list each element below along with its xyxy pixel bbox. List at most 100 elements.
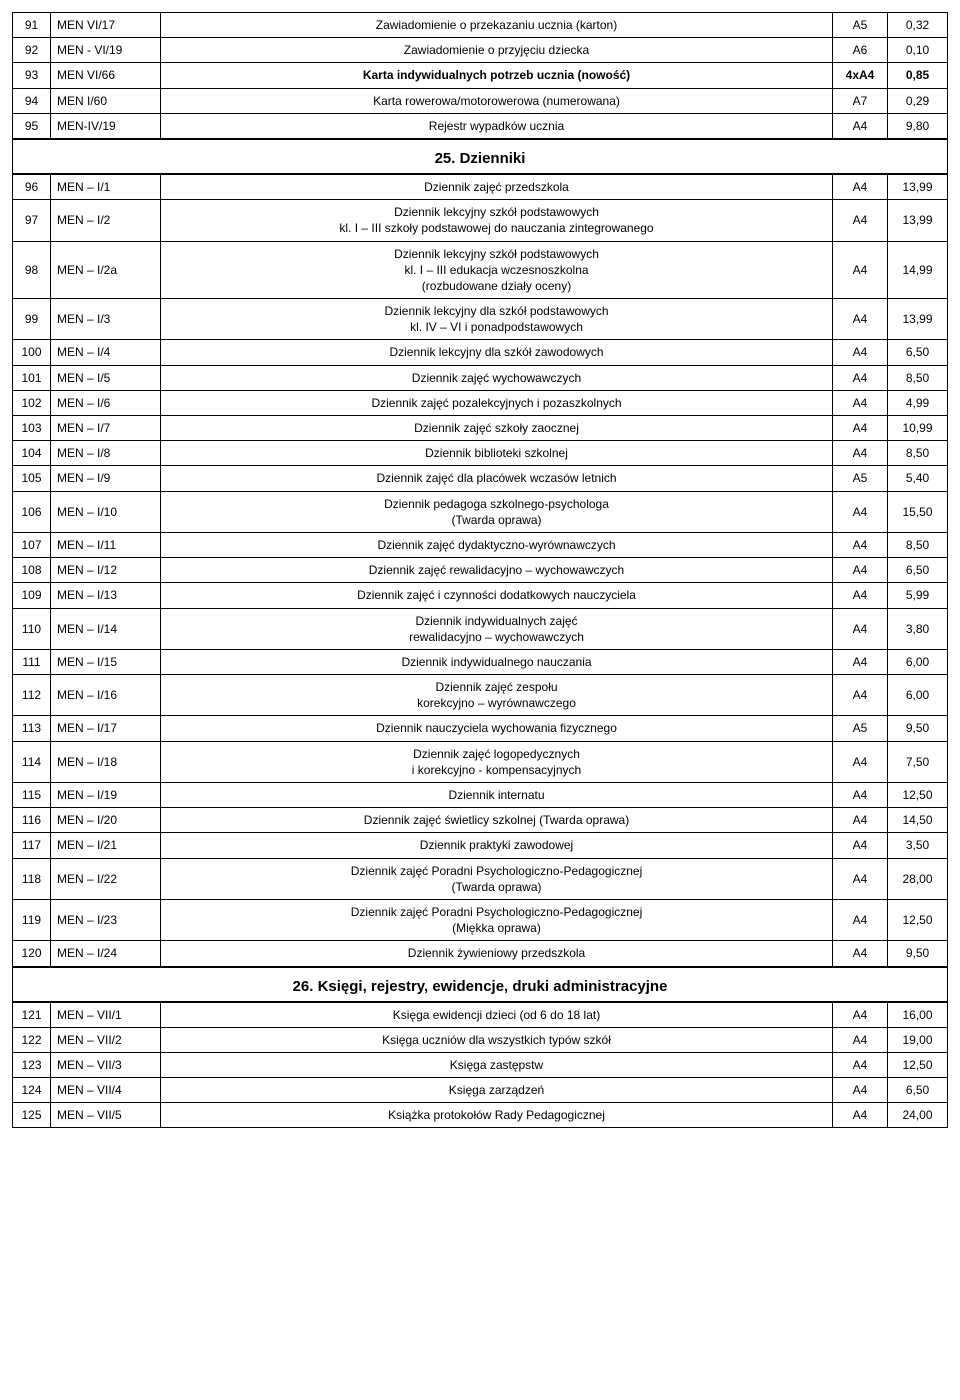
product-code: MEN – VII/4 — [51, 1078, 161, 1103]
table-row: 94MEN I/60Karta rowerowa/motorowerowa (n… — [13, 88, 948, 113]
price: 0,29 — [888, 88, 948, 113]
row-number: 100 — [13, 340, 51, 365]
product-code: MEN – I/22 — [51, 858, 161, 899]
product-code: MEN – I/3 — [51, 299, 161, 340]
price: 12,50 — [888, 783, 948, 808]
row-number: 124 — [13, 1078, 51, 1103]
table-row: 125MEN – VII/5Książka protokołów Rady Pe… — [13, 1103, 948, 1128]
product-description: Książka protokołów Rady Pedagogicznej — [161, 1103, 833, 1128]
row-number: 119 — [13, 899, 51, 940]
format: A4 — [833, 299, 888, 340]
format: 4xA4 — [833, 63, 888, 88]
product-description: Dziennik zajęć Poradni Psychologiczno-Pe… — [161, 899, 833, 940]
row-number: 121 — [13, 1002, 51, 1027]
row-number: 122 — [13, 1027, 51, 1052]
row-number: 118 — [13, 858, 51, 899]
product-description: Dziennik indywidualnych zajęćrewalidacyj… — [161, 608, 833, 649]
format: A5 — [833, 13, 888, 38]
row-number: 92 — [13, 38, 51, 63]
product-code: MEN – I/15 — [51, 649, 161, 674]
product-code: MEN – I/16 — [51, 675, 161, 716]
table-row: 116MEN – I/20Dziennik zajęć świetlicy sz… — [13, 808, 948, 833]
format: A4 — [833, 200, 888, 241]
price: 9,50 — [888, 941, 948, 966]
product-description: Karta indywidualnych potrzeb ucznia (now… — [161, 63, 833, 88]
product-description: Dziennik lekcyjny dla szkół podstawowych… — [161, 299, 833, 340]
row-number: 104 — [13, 441, 51, 466]
price: 6,50 — [888, 340, 948, 365]
product-code: MEN – VII/5 — [51, 1103, 161, 1128]
product-description: Dziennik lekcyjny szkół podstawowychkl. … — [161, 200, 833, 241]
row-number: 105 — [13, 466, 51, 491]
format: A4 — [833, 941, 888, 966]
product-description: Zawiadomienie o przyjęciu dziecka — [161, 38, 833, 63]
table-row: 114MEN – I/18Dziennik zajęć logopedyczny… — [13, 741, 948, 782]
row-number: 107 — [13, 532, 51, 557]
table-row: 91MEN VI/17Zawiadomienie o przekazaniu u… — [13, 13, 948, 38]
row-number: 116 — [13, 808, 51, 833]
format: A6 — [833, 38, 888, 63]
product-description: Dziennik zajęć i czynności dodatkowych n… — [161, 583, 833, 608]
table-row: 118MEN – I/22Dziennik zajęć Poradni Psyc… — [13, 858, 948, 899]
product-code: MEN – I/7 — [51, 416, 161, 441]
format: A4 — [833, 833, 888, 858]
product-description: Księga uczniów dla wszystkich typów szkó… — [161, 1027, 833, 1052]
product-description: Dziennik nauczyciela wychowania fizyczne… — [161, 716, 833, 741]
product-description: Dziennik pedagoga szkolnego-psychologa(T… — [161, 491, 833, 532]
price-table: 91MEN VI/17Zawiadomienie o przekazaniu u… — [12, 12, 948, 139]
format: A4 — [833, 532, 888, 557]
format: A4 — [833, 241, 888, 299]
price: 8,50 — [888, 441, 948, 466]
format: A4 — [833, 583, 888, 608]
table-row: 95MEN-IV/19Rejestr wypadków uczniaA49,80 — [13, 113, 948, 138]
format: A4 — [833, 899, 888, 940]
product-description: Dziennik żywieniowy przedszkola — [161, 941, 833, 966]
row-number: 110 — [13, 608, 51, 649]
format: A5 — [833, 716, 888, 741]
product-code: MEN – I/8 — [51, 441, 161, 466]
row-number: 99 — [13, 299, 51, 340]
product-code: MEN – I/5 — [51, 365, 161, 390]
price: 14,99 — [888, 241, 948, 299]
table-row: 98MEN – I/2aDziennik lekcyjny szkół pods… — [13, 241, 948, 299]
product-code: MEN – I/6 — [51, 390, 161, 415]
row-number: 125 — [13, 1103, 51, 1128]
table-row: 106MEN – I/10Dziennik pedagoga szkolnego… — [13, 491, 948, 532]
product-code: MEN – I/18 — [51, 741, 161, 782]
format: A4 — [833, 649, 888, 674]
row-number: 111 — [13, 649, 51, 674]
format: A4 — [833, 1027, 888, 1052]
product-code: MEN – I/2 — [51, 200, 161, 241]
row-number: 117 — [13, 833, 51, 858]
table-row: 121MEN – VII/1Księga ewidencji dzieci (o… — [13, 1002, 948, 1027]
price: 24,00 — [888, 1103, 948, 1128]
product-description: Dziennik zajęć pozalekcyjnych i pozaszko… — [161, 390, 833, 415]
format: A4 — [833, 174, 888, 199]
row-number: 115 — [13, 783, 51, 808]
product-code: MEN – I/2a — [51, 241, 161, 299]
price: 3,50 — [888, 833, 948, 858]
row-number: 101 — [13, 365, 51, 390]
row-number: 96 — [13, 174, 51, 199]
row-number: 97 — [13, 200, 51, 241]
table-row: 102MEN – I/6Dziennik zajęć pozalekcyjnyc… — [13, 390, 948, 415]
format: A4 — [833, 608, 888, 649]
price: 12,50 — [888, 1052, 948, 1077]
table-row: 119MEN – I/23Dziennik zajęć Poradni Psyc… — [13, 899, 948, 940]
table-row: 120MEN – I/24Dziennik żywieniowy przedsz… — [13, 941, 948, 966]
table-row: 113MEN – I/17Dziennik nauczyciela wychow… — [13, 716, 948, 741]
product-code: MEN I/60 — [51, 88, 161, 113]
row-number: 113 — [13, 716, 51, 741]
price: 8,50 — [888, 532, 948, 557]
format: A4 — [833, 1002, 888, 1027]
product-code: MEN – I/9 — [51, 466, 161, 491]
product-code: MEN VI/66 — [51, 63, 161, 88]
row-number: 102 — [13, 390, 51, 415]
product-description: Dziennik indywidualnego nauczania — [161, 649, 833, 674]
product-description: Dziennik zajęć świetlicy szkolnej (Tward… — [161, 808, 833, 833]
row-number: 114 — [13, 741, 51, 782]
table-row: 108MEN – I/12Dziennik zajęć rewalidacyjn… — [13, 558, 948, 583]
product-description: Dziennik zajęć wychowawczych — [161, 365, 833, 390]
row-number: 108 — [13, 558, 51, 583]
product-code: MEN – I/13 — [51, 583, 161, 608]
